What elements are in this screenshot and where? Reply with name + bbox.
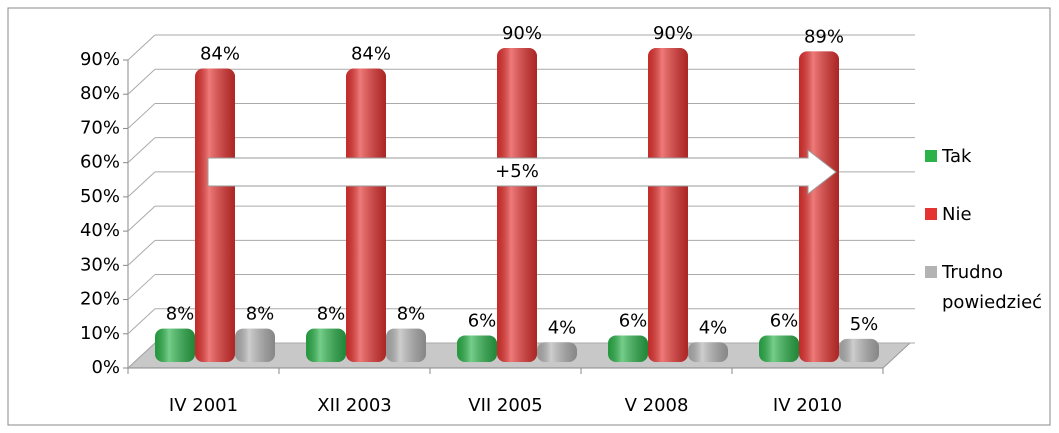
bar-shade: [608, 335, 648, 362]
legend-swatch: [925, 150, 937, 162]
x-tick-label: IV 2010: [773, 395, 842, 416]
data-label: 89%: [804, 26, 844, 47]
legend-label: Nie: [942, 204, 972, 225]
data-label: 90%: [502, 23, 542, 44]
data-label: 84%: [351, 44, 391, 65]
grid-line-side: [127, 103, 156, 129]
grid-line-side: [127, 239, 156, 266]
bar: [537, 342, 577, 362]
bar-shade: [155, 328, 195, 362]
x-tick-label: VII 2005: [468, 395, 542, 416]
trend-arrow: [207, 148, 837, 196]
bar-shade: [537, 342, 577, 362]
bar-shade: [839, 338, 879, 362]
grid-line-side: [127, 171, 156, 198]
grid-line-side: [127, 205, 156, 232]
bar-shade: [688, 342, 728, 362]
x-tick-label: XII 2003: [317, 395, 391, 416]
y-tick-label: 70%: [80, 117, 120, 138]
bar-shade: [759, 335, 799, 362]
legend-label: Tak: [942, 146, 972, 167]
data-label: 6%: [468, 310, 497, 331]
y-tick-label: 80%: [80, 83, 120, 104]
bar: [759, 335, 799, 362]
grid-line-side: [127, 308, 156, 335]
data-label: 5%: [850, 314, 879, 335]
data-label: 8%: [317, 304, 346, 325]
bar: [346, 68, 386, 363]
y-tick-label: 30%: [80, 254, 120, 275]
x-tick-label: IV 2001: [169, 395, 238, 416]
bar: [235, 328, 275, 362]
grid-line-side: [127, 34, 156, 61]
data-label: 90%: [653, 23, 693, 44]
bar-shade: [648, 48, 688, 362]
legend-swatch: [925, 208, 937, 220]
data-label: 84%: [200, 44, 240, 65]
bar-shade: [346, 68, 386, 363]
grid-line-side: [127, 342, 156, 369]
data-label: 8%: [246, 304, 275, 325]
y-tick-label: 10%: [80, 323, 120, 344]
grid-line-side: [127, 137, 156, 164]
bar: [306, 328, 346, 362]
legend-swatch: [925, 266, 937, 278]
data-label: 4%: [548, 317, 577, 338]
bar: [799, 51, 839, 363]
y-tick-label: 90%: [80, 49, 120, 70]
legend-entry: Nie: [925, 200, 1052, 230]
bar: [608, 335, 648, 362]
annotation: +5%: [495, 161, 539, 182]
x-tick-label: V 2008: [625, 395, 689, 416]
bar-shade: [386, 328, 426, 362]
data-label: 6%: [619, 310, 648, 331]
bar-shade: [195, 68, 235, 363]
data-label: 4%: [699, 317, 728, 338]
bar-shade: [306, 328, 346, 362]
legend-entry: Trudno powiedzieć: [925, 258, 1052, 318]
y-tick-label: 20%: [80, 289, 120, 310]
bar-shade: [799, 51, 839, 363]
legend-entry: Tak: [925, 142, 1052, 172]
bar: [155, 328, 195, 362]
bar: [195, 68, 235, 363]
bar: [839, 338, 879, 362]
bar: [457, 335, 497, 362]
grid-line-side: [127, 274, 156, 300]
y-tick-label: 50%: [80, 186, 120, 207]
grid-line-side: [127, 68, 156, 95]
data-label: 6%: [770, 310, 799, 331]
y-tick-label: 60%: [80, 152, 120, 173]
bar-shade: [235, 328, 275, 362]
y-tick-label: 40%: [80, 220, 120, 241]
y-tick-label: 0%: [91, 357, 120, 378]
frame: [7, 7, 1051, 426]
bar-shade: [497, 48, 537, 362]
bar-shade: [457, 335, 497, 362]
bar: [386, 328, 426, 362]
bar: [648, 48, 688, 362]
bar: [688, 342, 728, 362]
data-label: 8%: [397, 304, 426, 325]
data-label: 8%: [166, 304, 195, 325]
legend-label: Trudno powiedzieć: [942, 262, 1043, 313]
bar: [497, 48, 537, 362]
